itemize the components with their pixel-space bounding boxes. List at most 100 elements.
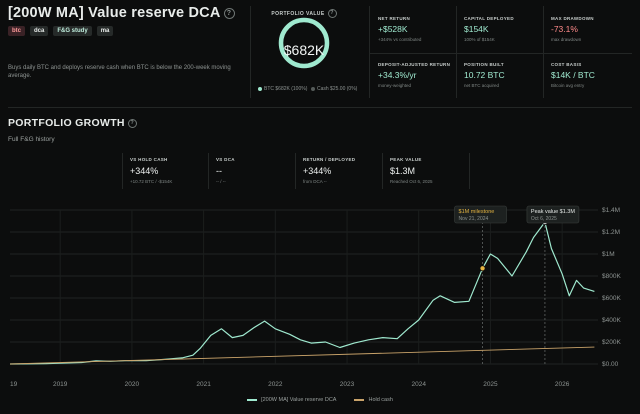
stat-label: DEPOSIT-ADJUSTED RETURN	[378, 62, 451, 67]
stat-sub: 100% of $154K	[464, 37, 495, 42]
strategy-title-text: [200W MA] Value reserve DCA	[8, 5, 221, 21]
stat-label: NET RETURN	[378, 16, 410, 21]
cmp-value: +344%	[130, 166, 159, 176]
x-tick-label: 2023	[340, 381, 355, 388]
x-tick-label: 2020	[125, 381, 140, 388]
strategy-description: Buys daily BTC and deploys reserve cash …	[8, 65, 231, 79]
y-tick-label: $400K	[602, 317, 621, 324]
stat-sub: money-weighted	[378, 83, 412, 88]
divider	[469, 153, 470, 189]
annotation-box	[526, 205, 580, 224]
x-tick-label: 2021	[196, 381, 211, 388]
tag-list: btc dca F&G study ma	[8, 26, 114, 36]
legend-cash: Cash $25.00 (0%)	[311, 86, 357, 92]
tag-dca[interactable]: dca	[30, 26, 49, 36]
annotation-box	[454, 205, 507, 224]
legend-swatch	[354, 399, 365, 401]
y-tick-label: $1.4M	[602, 207, 620, 214]
stat-sub: max drawdown	[551, 37, 582, 42]
x-axis-labels: 2019 2020 2021 2022 2023 2024 2025 2026 19	[10, 381, 570, 388]
cmp-sub: from DCA --	[303, 179, 327, 184]
x-tick-label: 2022	[268, 381, 283, 388]
divider	[456, 6, 457, 98]
btc-dot-icon	[258, 87, 262, 91]
section-title-text: PORTFOLIO GROWTH	[8, 117, 125, 129]
stat-label: POSITION BUILT	[464, 62, 504, 67]
cmp-value: $1.3M	[390, 166, 416, 176]
divider	[370, 53, 632, 54]
portfolio-donut	[278, 17, 330, 69]
legend-cash-text: Cash $25.00 (0%)	[317, 86, 358, 92]
legend-item-strategy[interactable]: [200W MA] Value reserve DCA	[247, 397, 336, 403]
stat-sub: +344% vs contributed	[378, 37, 422, 42]
stat-deposit-adjusted-return: DEPOSIT-ADJUSTED RETURN +34.3%/yr money-…	[378, 62, 450, 88]
stat-value: -73.1%	[551, 24, 578, 34]
stat-max-drawdown: MAX DRAWDOWN -73.1% max drawdown	[551, 16, 594, 42]
y-tick-label: $1.2M	[602, 229, 620, 236]
stat-value: +34.3%/yr	[378, 70, 417, 80]
x-tick-label: 2019	[53, 381, 68, 388]
y-tick-label: $800K	[602, 273, 621, 280]
section-divider	[8, 107, 632, 108]
info-icon[interactable]: ?	[223, 8, 235, 19]
cmp-sub: Reached Oct 6, 2025	[390, 179, 433, 184]
cmp-label: PEAK VALUE	[390, 157, 422, 162]
divider	[122, 153, 123, 189]
legend-label: [200W MA] Value reserve DCA	[261, 397, 337, 403]
cmp-sub: +10.72 BTC / -$154K	[130, 179, 173, 184]
donut-btc-arc	[278, 17, 330, 69]
stat-label: COST BASIS	[551, 62, 582, 67]
annotation-title: $1M milestone	[459, 209, 495, 215]
x-tick-label: 2024	[411, 381, 426, 388]
divider	[369, 6, 370, 98]
divider	[208, 153, 209, 189]
tag-fg-study[interactable]: F&G study	[53, 26, 92, 36]
strategy-title: [200W MA] Value reserve DCA?	[8, 5, 235, 21]
cmp-label: VS DCA	[216, 157, 235, 162]
cmp-label: RETURN / DEPLOYED	[303, 157, 356, 162]
series-line-hold-cash	[9, 346, 595, 365]
stat-position-built: POSITION BUILT 10.72 BTC net BTC acquire…	[464, 62, 505, 88]
tag-ma[interactable]: ma	[96, 26, 114, 36]
portfolio-value-label: PORTFOLIO VALUE?	[256, 9, 352, 18]
legend-swatch	[247, 399, 258, 401]
cash-dot-icon	[311, 87, 315, 91]
divider	[382, 153, 383, 189]
cmp-sub: -- / --	[216, 179, 226, 184]
cmp-peak-value: PEAK VALUE $1.3M Reached Oct 6, 2025	[390, 157, 433, 184]
portfolio-value: $682K	[283, 42, 325, 58]
info-icon[interactable]: ?	[327, 9, 337, 18]
y-tick-label: $0.00	[602, 361, 619, 368]
x-tick-label: 19	[10, 381, 18, 388]
y-tick-label: $200K	[602, 339, 621, 346]
stat-sub: net BTC acquired	[464, 83, 500, 88]
annotation-title: Peak value $1.3M	[531, 209, 575, 215]
annotation-lines	[482, 214, 546, 364]
stat-net-return: NET RETURN +$528K +344% vs contributed	[378, 16, 421, 42]
portfolio-value-label-text: PORTFOLIO VALUE	[271, 10, 325, 17]
chart-series	[9, 221, 595, 365]
y-tick-label: $600K	[602, 295, 621, 302]
cmp-vs-dca: VS DCA -- -- / --	[216, 157, 235, 184]
stat-value: $14K / BTC	[551, 70, 595, 80]
tag-btc[interactable]: btc	[8, 26, 25, 36]
cmp-value: --	[216, 166, 222, 176]
portfolio-growth-chart[interactable]: $0.00 $200K $400K $600K $800K $1M $1.2M $1.4M 2…	[0, 200, 640, 396]
stat-label: MAX DRAWDOWN	[551, 16, 594, 21]
legend-item-hold-cash[interactable]: Hold cash	[354, 397, 393, 403]
stat-value: 10.72 BTC	[464, 70, 505, 80]
cmp-return-deployed: RETURN / DEPLOYED +344% from DCA --	[303, 157, 355, 184]
divider	[543, 6, 544, 98]
annotation-date: Oct 6, 2025	[531, 216, 557, 222]
annotation-marker[interactable]	[479, 265, 486, 272]
legend-label: Hold cash	[368, 397, 393, 403]
divider	[295, 153, 296, 189]
legend-btc-text: BTC $682K (100%)	[264, 86, 308, 92]
stat-cost-basis: COST BASIS $14K / BTC Bitcoin avg entry	[551, 62, 595, 88]
info-icon[interactable]: ?	[127, 118, 137, 128]
y-axis-labels: $0.00 $200K $400K $600K $800K $1M $1.2M $1.4M	[602, 207, 621, 368]
cmp-value: +344%	[303, 166, 332, 176]
divider	[250, 6, 251, 98]
series-line-strategy	[9, 221, 595, 365]
